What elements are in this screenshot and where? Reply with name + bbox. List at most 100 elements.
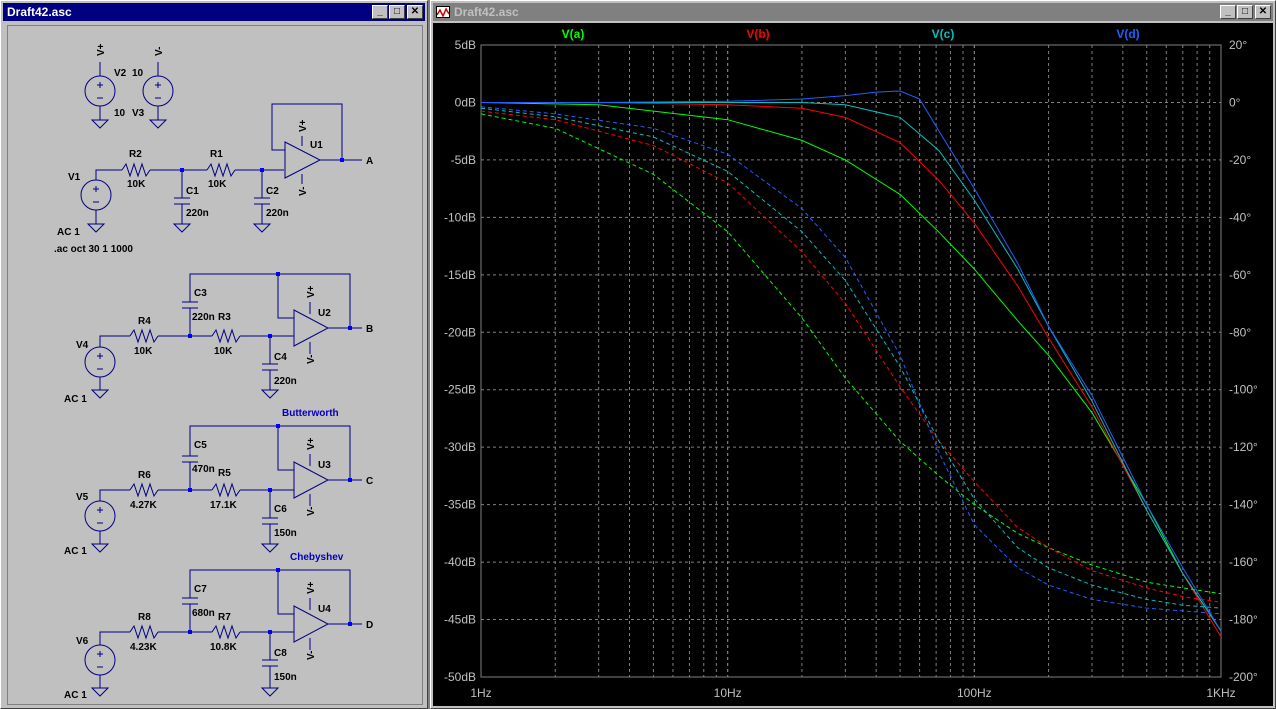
- c4-label: C4: [274, 352, 287, 363]
- v3-value: 10: [132, 68, 144, 79]
- v6-ac-label: AC 1: [64, 690, 87, 701]
- y-tick-label: -5dB: [451, 153, 476, 167]
- v5-label: V5: [76, 492, 89, 503]
- schematic-window[interactable]: Draft42.asc _ □ ✕: [0, 0, 428, 709]
- trace-legend-label[interactable]: V(d): [1116, 27, 1139, 41]
- c8-value: 150n: [274, 672, 297, 683]
- bode-plot[interactable]: 5dB 20° 0dB 0° -5dB -20° -10dB -40° -15dB -60° -20…: [433, 23, 1273, 706]
- traces: [480, 90, 1222, 638]
- plot-frame: [480, 44, 1222, 678]
- u2-vminus: V-: [306, 355, 317, 364]
- c7-label: C7: [194, 584, 207, 595]
- ground-symbol: [260, 389, 280, 399]
- minimize-button[interactable]: _: [1220, 5, 1236, 19]
- y-tick-label: -40dB: [444, 555, 476, 569]
- trace-vb: [481, 102, 1222, 638]
- x-tick-label: 1Hz: [470, 686, 491, 700]
- trace-legend-label[interactable]: V(a): [562, 27, 585, 41]
- schematic-titlebar[interactable]: Draft42.asc _ □ ✕: [3, 3, 425, 21]
- legend[interactable]: V(a) V(b) V(c) V(d): [562, 27, 1140, 41]
- v6-label: V6: [76, 636, 89, 647]
- maximize-button[interactable]: □: [389, 5, 405, 19]
- c1-label: C1: [186, 186, 199, 197]
- schematic-canvas[interactable]: V+ V- V2 10 10 V3 V1 R2 10K R1 10K C1 22…: [7, 25, 423, 705]
- r4-label: R4: [138, 316, 151, 327]
- r2-value: 10K: [127, 179, 146, 190]
- y2-tick-label: 0°: [1229, 95, 1241, 109]
- y-tick-label: -50dB: [444, 670, 476, 684]
- x-tick-label: 100Hz: [957, 686, 992, 700]
- trace-vd: [481, 90, 1222, 632]
- r5-label: R5: [218, 468, 231, 479]
- ground-symbol: [90, 687, 110, 697]
- c4-value: 220n: [274, 376, 297, 387]
- v2-plus-label: V+: [96, 43, 107, 56]
- v3-minus-label: V-: [154, 47, 165, 56]
- u1-vminus: V-: [298, 187, 309, 196]
- grid: [480, 44, 1222, 678]
- c1-value: 220n: [186, 208, 209, 219]
- y2-tick-label: -60°: [1229, 268, 1251, 282]
- u4-vplus: V+: [306, 581, 317, 594]
- output-c-label: C: [366, 476, 373, 487]
- y-tick-label: -10dB: [444, 210, 476, 224]
- plot-pane[interactable]: 5dB 20° 0dB 0° -5dB -20° -10dB -40° -15dB -60° -20…: [433, 23, 1273, 706]
- v1-ac-label: AC 1: [57, 227, 80, 238]
- x-tick-label: 10Hz: [714, 686, 742, 700]
- u3-label: U3: [318, 460, 331, 471]
- u4-vminus: V-: [306, 651, 317, 660]
- y-tick-label: -25dB: [444, 383, 476, 397]
- x-tick-label: 1KHz: [1206, 686, 1235, 700]
- trace-vdphase: [480, 106, 1222, 615]
- v1-label: V1: [68, 172, 81, 183]
- ground-symbol: [172, 223, 192, 233]
- y-tick-label: -20dB: [444, 325, 476, 339]
- minimize-button[interactable]: _: [372, 5, 388, 19]
- ground-symbol: [90, 119, 110, 129]
- c2-value: 220n: [266, 208, 289, 219]
- ground-symbol: [90, 389, 110, 399]
- y2-tick-label: -20°: [1229, 153, 1251, 167]
- c5-label: C5: [194, 440, 207, 451]
- c8-label: C8: [274, 648, 287, 659]
- u3-vminus: V-: [306, 507, 317, 516]
- ground-symbol: [260, 687, 280, 697]
- output-d-label: D: [366, 620, 373, 631]
- trace-legend-label[interactable]: V(c): [932, 27, 955, 41]
- waveform-window[interactable]: Draft42.asc _ □ ✕ 5dB 20° 0dB 0° -5dB -20° -10…: [430, 0, 1276, 709]
- trace-legend-label[interactable]: V(b): [746, 27, 769, 41]
- close-button[interactable]: ✕: [407, 5, 423, 19]
- v2-value: 10: [114, 108, 126, 119]
- c5-value: 470n: [192, 464, 215, 475]
- y-tick-label: 0dB: [455, 95, 476, 109]
- ground-symbol: [252, 223, 272, 233]
- c7-value: 680n: [192, 608, 215, 619]
- u1-label: U1: [310, 140, 323, 151]
- output-b-label: B: [366, 324, 373, 335]
- maximize-button[interactable]: □: [1237, 5, 1253, 19]
- butterworth-label: Butterworth: [282, 408, 339, 419]
- ground-symbol: [148, 119, 168, 129]
- y2-tick-label: -180°: [1229, 613, 1258, 627]
- y-tick-label: 5dB: [455, 38, 476, 52]
- y2-tick-label: -200°: [1229, 670, 1258, 684]
- y-tick-label: -15dB: [444, 268, 476, 282]
- waveform-app-icon: [436, 6, 450, 18]
- ac-directive[interactable]: .ac oct 30 1 1000: [54, 244, 133, 255]
- y2-tick-label: -120°: [1229, 440, 1258, 454]
- y2-tick-label: -80°: [1229, 325, 1251, 339]
- u2-vplus: V+: [306, 285, 317, 298]
- r4-value: 10K: [134, 346, 153, 357]
- r3-value: 10K: [214, 346, 233, 357]
- r7-label: R7: [218, 612, 231, 623]
- close-button[interactable]: ✕: [1255, 5, 1271, 19]
- waveform-titlebar[interactable]: Draft42.asc _ □ ✕: [433, 3, 1273, 21]
- r5-value: 17.1K: [210, 500, 237, 511]
- r7-value: 10.8K: [210, 642, 237, 653]
- u2-label: U2: [318, 308, 331, 319]
- y2-tick-label: -140°: [1229, 498, 1258, 512]
- v2-label: V2: [114, 68, 127, 79]
- r2-label: R2: [129, 149, 142, 160]
- v4-label: V4: [76, 340, 89, 351]
- r8-label: R8: [138, 612, 151, 623]
